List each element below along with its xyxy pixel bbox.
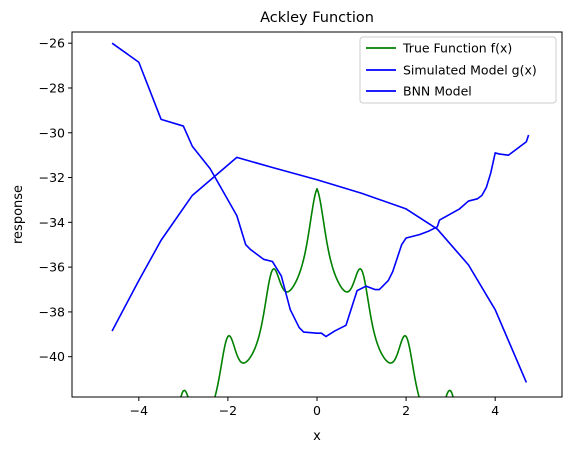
x-tick-label: 2 — [402, 403, 410, 418]
y-tick-label: −40 — [39, 349, 65, 364]
y-axis-label: response — [11, 185, 26, 244]
x-axis: −4 −2 0 2 4 — [130, 397, 499, 418]
x-tick-label: −2 — [219, 403, 237, 418]
simulated-model-line — [111, 156, 528, 383]
x-tick-label: 0 — [313, 403, 321, 418]
series-layer — [111, 42, 530, 397]
y-tick-label: −26 — [39, 36, 65, 51]
y-tick-label: −36 — [39, 260, 65, 275]
legend-label-bnn-model: BNN Model — [403, 84, 472, 99]
y-tick-label: −30 — [39, 125, 65, 140]
legend-label-simulated-model: Simulated Model g(x) — [403, 63, 537, 78]
true-function-line — [180, 187, 454, 397]
y-tick-label: −32 — [39, 170, 65, 185]
y-axis: −40 −38 −36 −34 −32 −30 −28 −26 — [39, 36, 72, 364]
y-tick-label: −38 — [39, 304, 65, 319]
y-tick-label: −34 — [39, 215, 65, 230]
y-tick-label: −28 — [39, 80, 65, 95]
legend-box — [359, 36, 557, 104]
legend: True Function f(x) Simulated Model g(x) … — [359, 36, 557, 104]
chart-title: Ackley Function — [260, 10, 374, 26]
x-tick-label: −4 — [130, 403, 148, 418]
x-axis-label: x — [313, 429, 321, 444]
bnn-model-line — [111, 42, 530, 338]
x-tick-label: 4 — [491, 403, 499, 418]
legend-label-true-function: True Function f(x) — [402, 41, 512, 56]
